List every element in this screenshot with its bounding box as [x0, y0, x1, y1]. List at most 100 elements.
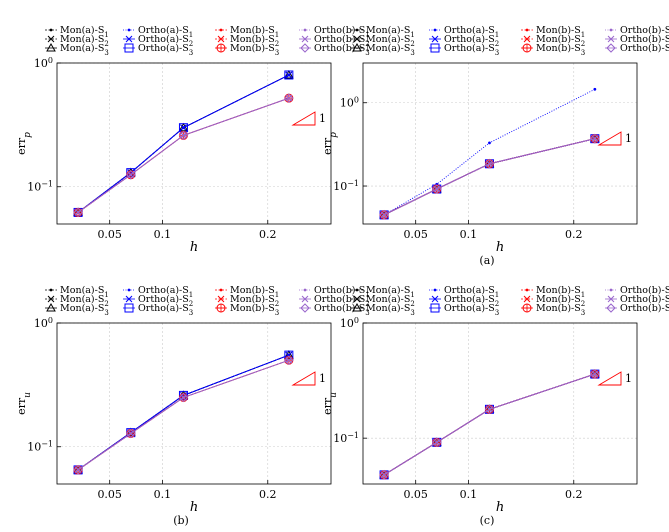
- legend-entry: Ortho(b)-S3: [620, 303, 669, 317]
- marker-cross: [47, 35, 55, 43]
- legend-entry: Ortho(b)-S3: [314, 43, 370, 57]
- marker-dot: [49, 288, 53, 292]
- marker-dot: [382, 473, 386, 477]
- marker-square: [124, 303, 134, 313]
- marker-dot: [609, 288, 613, 292]
- legend-entry: Mon(b)-S1: [230, 25, 279, 39]
- slope-label: 1: [625, 372, 632, 385]
- series-ortho-b-: [73, 93, 294, 218]
- x-tick-label: 0.1: [154, 488, 172, 501]
- y-axis-label: erru: [15, 392, 33, 415]
- x-tick-label: 0.05: [403, 488, 428, 501]
- caption-a: (a): [479, 254, 494, 267]
- marker-dot: [355, 288, 359, 292]
- marker-circle-plus: [217, 304, 225, 312]
- series-mon-b-: [73, 355, 294, 475]
- series-mon-a-: [379, 133, 600, 219]
- chart-top-right: Mon(a)-S1 Ortho(a)-S1 Mon(b)-S1 Ortho(b)-S1…: [321, 25, 669, 255]
- series-ortho-b-: [379, 369, 600, 480]
- marker-square: [124, 43, 134, 53]
- marker-square: [430, 43, 440, 53]
- marker-circle-plus: [523, 44, 531, 52]
- legend-entry: Mon(a)-S1: [60, 25, 109, 39]
- legend-entry: Mon(b)-S3: [230, 303, 279, 317]
- marker-diamond: [300, 303, 310, 313]
- marker-cross: [125, 35, 133, 43]
- series-mon-b-: [73, 93, 294, 217]
- y-tick-label: 100: [34, 56, 53, 71]
- x-tick-label: 0.2: [565, 228, 583, 241]
- slope-triangle: [291, 371, 316, 386]
- legend-entry: Mon(b)-S2: [230, 34, 279, 48]
- marker-cross: [217, 295, 225, 303]
- y-axis-label: erru: [321, 392, 339, 415]
- marker-cross: [353, 35, 361, 43]
- marker-dot: [435, 187, 439, 191]
- marker-cross: [125, 295, 133, 303]
- marker-dot: [129, 173, 133, 177]
- legend-entry: Mon(b)-S2: [536, 294, 585, 308]
- legend-entry: Mon(a)-S1: [366, 285, 415, 299]
- marker-triangle: [46, 302, 56, 312]
- y-tick-label: 10−1: [27, 439, 53, 454]
- slope-triangle: [597, 371, 622, 386]
- legend-entry: Mon(b)-S2: [230, 294, 279, 308]
- series-ortho-b-: [73, 355, 294, 475]
- marker-triangle: [352, 42, 362, 52]
- marker-dot: [488, 407, 491, 411]
- legend: Mon(a)-S1 Ortho(a)-S1 Mon(b)-S1 Ortho(b)-S1…: [45, 285, 370, 317]
- legend-entry: Ortho(b)-S1: [620, 25, 669, 39]
- marker-dot: [287, 73, 291, 77]
- marker-dot: [593, 137, 597, 141]
- y-tick-label: 100: [340, 316, 359, 331]
- legend-entry: Ortho(a)-S1: [138, 25, 193, 39]
- marker-dot: [182, 133, 185, 137]
- caption-c: (c): [480, 514, 495, 527]
- marker-cross: [607, 295, 615, 303]
- x-tick-label: 0.05: [403, 228, 428, 241]
- marker-diamond: [606, 43, 616, 53]
- marker-diamond: [300, 43, 310, 53]
- series-ortho-b-: [379, 133, 600, 220]
- marker-triangle: [46, 42, 56, 52]
- marker-diamond: [432, 184, 442, 194]
- marker-dot: [129, 432, 133, 435]
- legend-entry: Ortho(a)-S3: [444, 43, 499, 57]
- series-line: [77, 97, 289, 213]
- legend: Mon(a)-S1 Ortho(a)-S1 Mon(b)-S1 Ortho(b)-S1…: [351, 25, 669, 57]
- y-tick-label: 100: [340, 95, 359, 110]
- legend-entry: Ortho(a)-S3: [138, 43, 193, 57]
- marker-cross: [217, 35, 225, 43]
- marker-dot: [525, 28, 529, 32]
- legend-entry: Mon(a)-S1: [366, 25, 415, 39]
- legend: Mon(a)-S1 Ortho(a)-S1 Mon(b)-S1 Ortho(b)-S1…: [351, 285, 669, 317]
- x-axis-label: h: [496, 240, 504, 255]
- legend-entry: Mon(a)-S2: [366, 294, 415, 308]
- series-line: [383, 88, 596, 216]
- plot-frame: [56, 62, 332, 225]
- y-axis-label: errp: [15, 132, 33, 155]
- marker-diamond: [284, 93, 294, 103]
- legend-entry: Mon(a)-S3: [60, 303, 109, 317]
- chart-bottom-right: Mon(a)-S1 Ortho(a)-S1 Mon(b)-S1 Ortho(b)-S1…: [321, 285, 669, 515]
- x-tick-label: 0.05: [97, 488, 122, 501]
- marker-cross: [431, 295, 439, 303]
- x-axis-label: h: [496, 500, 504, 515]
- legend-entry: Mon(b)-S1: [536, 25, 585, 39]
- marker-dot: [355, 28, 359, 32]
- slope-label: 1: [319, 372, 326, 385]
- marker-diamond: [590, 133, 600, 144]
- series-ortho-a-: [73, 350, 294, 475]
- marker-triangle: [283, 69, 294, 79]
- marker-diamond: [590, 369, 600, 379]
- y-tick-label: 100: [34, 316, 53, 331]
- y-axis-label: errp: [321, 132, 339, 155]
- x-axis-label: h: [190, 240, 198, 255]
- series-ortho-a-: [379, 369, 600, 480]
- marker-cross: [431, 35, 439, 43]
- legend-entry: Ortho(a)-S2: [444, 34, 499, 48]
- marker-cross: [301, 295, 309, 303]
- x-tick-label: 0.2: [565, 488, 583, 501]
- legend-entry: Ortho(a)-S1: [444, 285, 499, 299]
- marker-diamond: [284, 355, 294, 365]
